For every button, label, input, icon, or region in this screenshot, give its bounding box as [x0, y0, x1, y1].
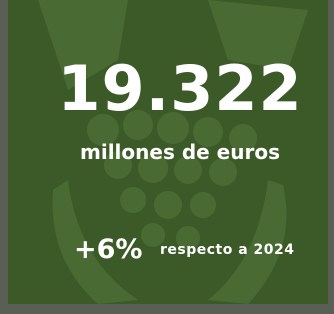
stat-card: 19.322 millones de euros +6% respecto a … [8, 0, 328, 304]
stat-value: 19.322 [8, 52, 328, 125]
stat-unit: millones de euros [8, 140, 328, 164]
stat-change: +6% [74, 234, 142, 265]
stat-comparison: respecto a 2024 [160, 242, 295, 258]
page: 19.322 millones de euros +6% respecto a … [0, 0, 334, 314]
